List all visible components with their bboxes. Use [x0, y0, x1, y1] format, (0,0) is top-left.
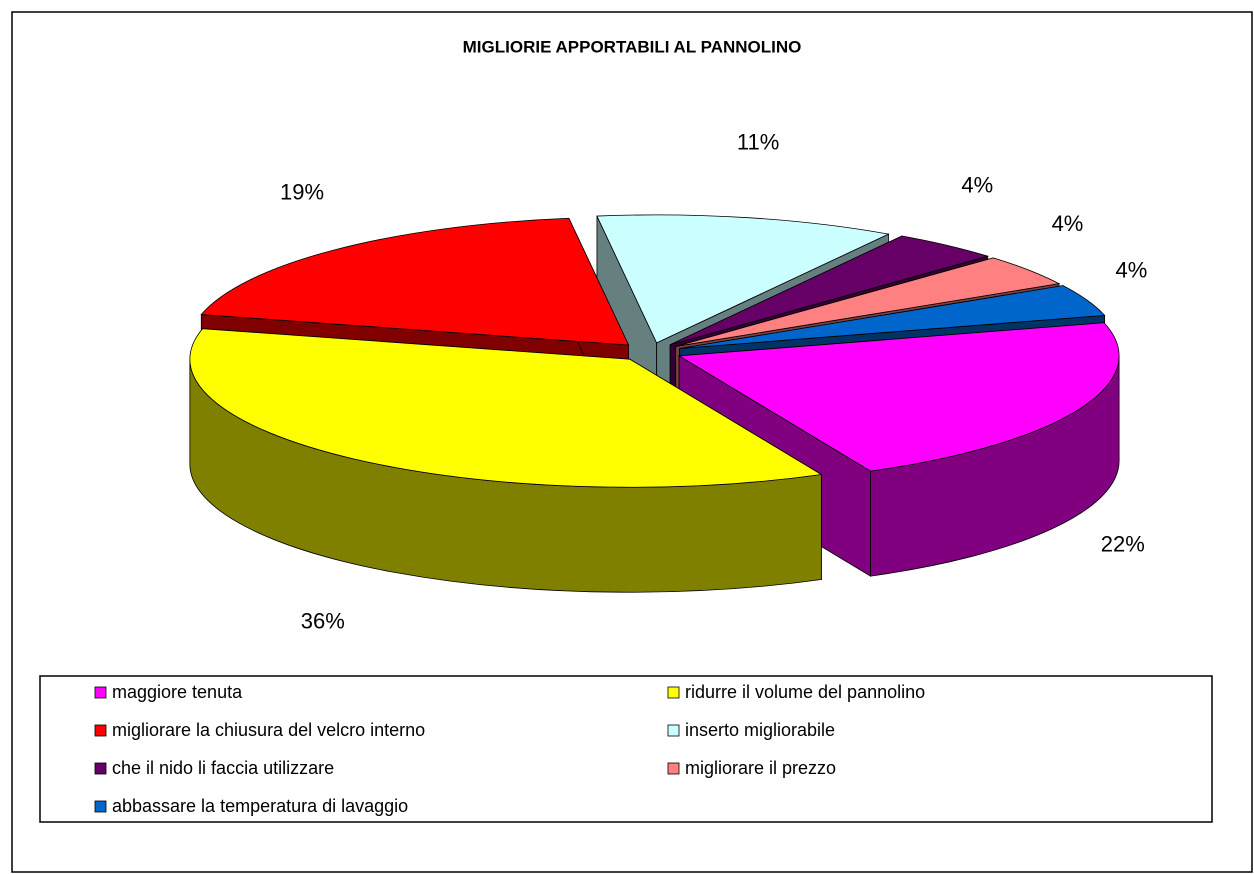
slice [669, 235, 990, 346]
chart-title: MIGLIORIE APPORTABILI AL PANNOLINO [463, 37, 802, 56]
legend-swatch [667, 762, 680, 775]
legend-label: ridurre il volume del pannolino [685, 682, 925, 702]
data-label: 36% [301, 608, 345, 633]
legend-label: che il nido li faccia utilizzare [112, 758, 334, 778]
legend-swatch [667, 686, 680, 699]
legend-swatch [94, 724, 107, 737]
legend-swatch [667, 724, 680, 737]
slice [189, 328, 823, 488]
slice [679, 285, 1106, 349]
legend-label: migliorare il prezzo [685, 758, 836, 778]
slice [200, 217, 630, 346]
slice [596, 214, 890, 344]
legend-swatch [94, 686, 107, 699]
legend: maggiore tenuta ridurre il volume del pan… [94, 682, 925, 816]
slice [675, 257, 1061, 347]
slice [677, 322, 1120, 472]
slice-group [189, 328, 823, 593]
legend-swatch [94, 762, 107, 775]
legend-label: maggiore tenuta [112, 682, 243, 702]
pie: 11% 4% 19% 4% 4% 22% 36% [189, 129, 1148, 633]
data-label: 11% [737, 129, 779, 154]
legend-swatch [94, 800, 107, 813]
data-label: 4% [961, 172, 993, 197]
legend-label: migliorare la chiusura del velcro intern… [112, 720, 425, 740]
data-label: 4% [1116, 257, 1148, 282]
data-label: 19% [280, 180, 324, 205]
slice-group [677, 322, 1120, 577]
data-label: 4% [1052, 211, 1084, 236]
legend-box [39, 675, 1213, 823]
legend-label: abbassare la temperatura di lavaggio [112, 796, 408, 816]
data-label: 22% [1101, 531, 1145, 556]
legend-label: inserto migliorabile [685, 720, 835, 740]
